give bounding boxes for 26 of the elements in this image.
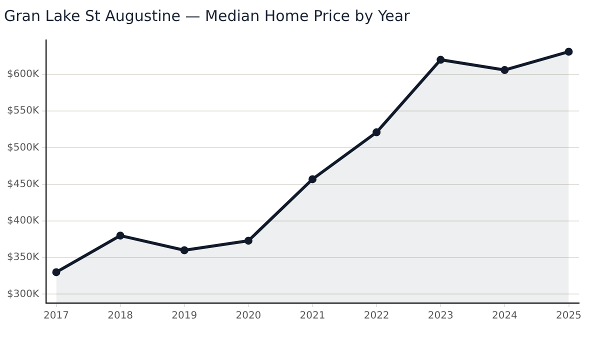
x-tick-label: 2025 [556,310,582,322]
point [564,48,573,56]
x-tick-label: 2020 [236,310,262,322]
x-tick-label: 2018 [108,310,134,322]
x-tick-label: 2024 [492,310,518,322]
y-tick-label: $350K [6,252,40,264]
y-tick-label: $500K [6,142,40,154]
y-tick-label: $550K [6,106,40,117]
point [500,66,509,74]
y-tick-label: $300K [6,288,40,300]
point [372,128,381,136]
x-tick-label: 2019 [172,310,198,322]
point [436,56,445,64]
point [52,268,60,276]
point [244,236,252,245]
x-tick-label: 2021 [300,310,326,322]
point [116,232,124,240]
y-tick-label: $600K [6,69,40,80]
x-tick-label: 2022 [364,310,390,322]
x-tick-label: 2023 [428,310,454,322]
y-tick-label: $400K [6,216,40,227]
x-tick-label: 2017 [44,310,69,322]
y-tick-label: $450K [6,178,40,190]
point [180,246,188,254]
chart-title: Gran Lake St Augustine — Median Home Price by Year [4,6,411,25]
point [308,175,317,184]
